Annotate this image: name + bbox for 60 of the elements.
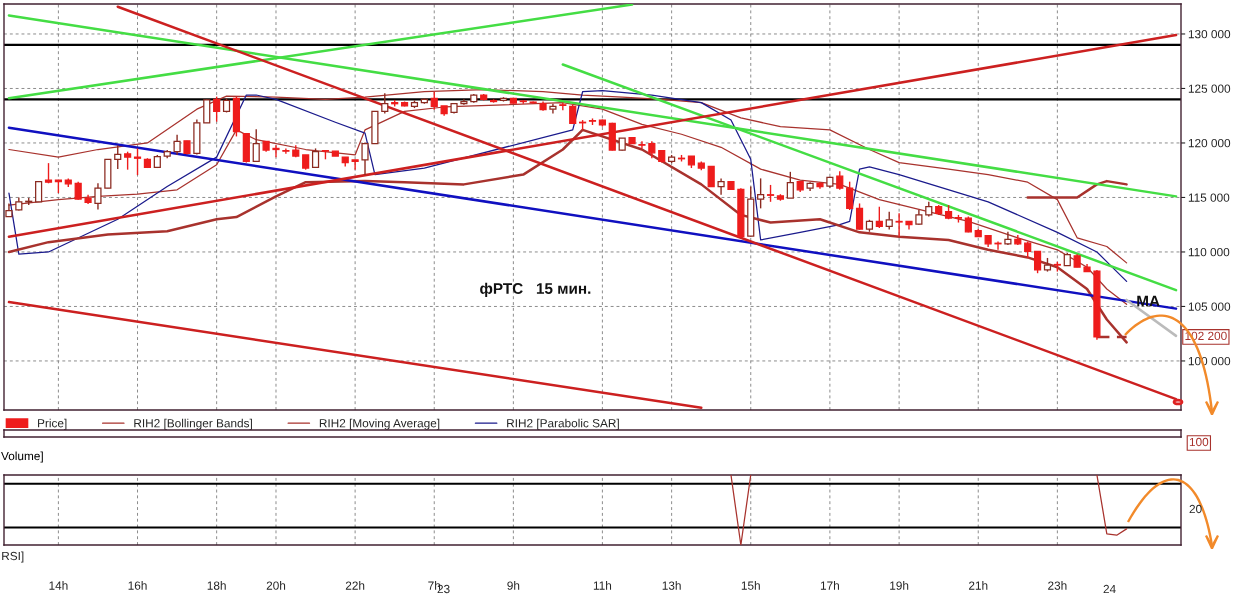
candlestick (905, 220, 913, 231)
candlestick (173, 134, 181, 156)
candlestick (836, 170, 844, 191)
text: 20 (1189, 504, 1202, 514)
candlestick (381, 92, 389, 115)
candlestick (114, 144, 122, 170)
text: RSI] (2, 551, 24, 563)
candlestick (35, 181, 43, 203)
candlestick (786, 171, 794, 199)
y-tick-label: 130 000 (1188, 30, 1231, 39)
candlestick (311, 147, 320, 169)
y-tick-label: 110 000 (1188, 247, 1230, 257)
candlestick (213, 95, 221, 123)
candlestick (282, 147, 290, 155)
x-tick-label: 13h (662, 581, 681, 590)
candlestick (855, 202, 864, 231)
candlestick (846, 180, 854, 211)
candlestick (133, 147, 142, 176)
x-tick-label: 16h (128, 581, 147, 590)
candlestick (203, 98, 211, 124)
x-tick-label: 18h (207, 581, 226, 590)
candlestick (707, 165, 715, 188)
candlestick (361, 141, 369, 176)
x-tick-label: 15h (741, 581, 760, 590)
annotation: MA (1137, 295, 1160, 307)
x-tick-label: 17h (820, 581, 839, 590)
candlestick (559, 101, 567, 111)
candlestick (351, 159, 359, 171)
y-tick-label: 120 000 (1188, 139, 1231, 148)
x-tick-label: 14h (49, 581, 68, 590)
legend-label: RIH2 [Moving Average] (319, 418, 440, 430)
candlestick (569, 104, 577, 125)
x-tick-label: 21h (968, 581, 988, 590)
candlestick (1033, 250, 1042, 274)
text: Volume] (1, 451, 43, 463)
candlestick (252, 128, 260, 163)
x-tick-label: 22h (345, 581, 365, 590)
line-series (8, 102, 1128, 305)
text: 24 (1103, 584, 1116, 594)
candlestick (717, 177, 725, 196)
legend-label: RIH2 [Bollinger Bands] (134, 418, 252, 430)
legend-label: Price] (38, 418, 67, 430)
x-tick-label: 11h (593, 581, 612, 590)
annotation: фРТС 15 мин. (480, 282, 591, 297)
candlestick (94, 182, 102, 211)
candlestick (757, 177, 765, 210)
x-tick-label: 19h (890, 581, 909, 590)
candlestick (638, 140, 646, 150)
line-series (7, 128, 1128, 344)
y-tick-label: 105 000 (1188, 302, 1231, 311)
candlestick (875, 206, 883, 229)
y-tick-label: 125 000 (1188, 84, 1231, 93)
x-tick-label: 9h (507, 581, 520, 590)
y-tick-label: 115 000 (1188, 193, 1230, 202)
x-tick-label: 20h (266, 581, 286, 590)
legend-label: RIH2 [Parabolic SAR] (507, 418, 619, 430)
x-tick-label: 23h (1048, 581, 1067, 590)
candlestick (272, 144, 280, 158)
text: 100 (1189, 437, 1209, 447)
candlestick (895, 212, 903, 238)
